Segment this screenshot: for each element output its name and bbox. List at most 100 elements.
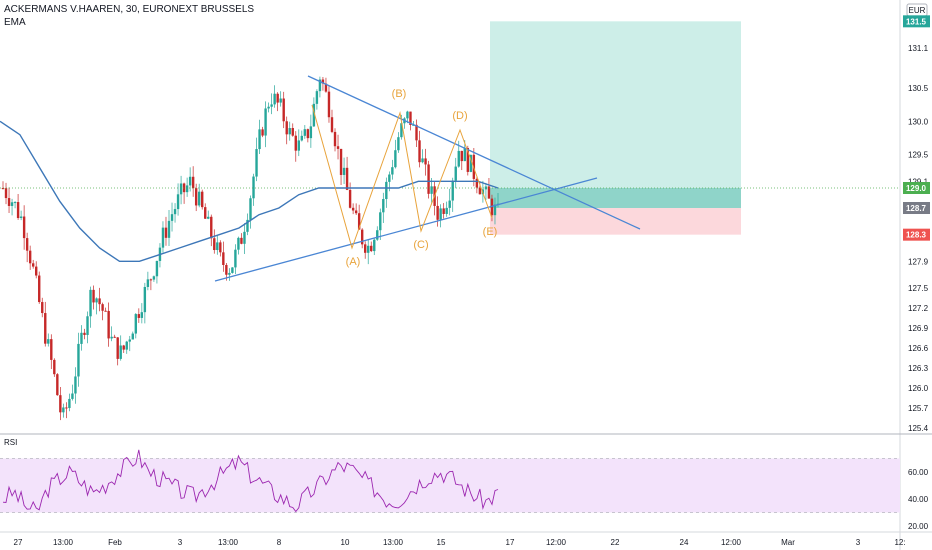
candle-body — [86, 316, 89, 335]
wave-path — [311, 104, 493, 250]
candle-body — [406, 111, 409, 119]
candle — [155, 260, 159, 284]
candle-body — [89, 289, 92, 317]
candle — [110, 326, 113, 342]
candle — [367, 239, 370, 265]
candle-body — [176, 194, 180, 210]
candle — [201, 189, 204, 210]
candle — [487, 178, 491, 199]
candle — [255, 137, 258, 182]
price-tick-label: 127.2 — [908, 304, 929, 313]
candle — [445, 201, 448, 217]
candle — [421, 149, 424, 164]
candle — [25, 232, 29, 263]
candle-body — [249, 198, 252, 220]
candle — [333, 128, 337, 152]
candle — [143, 282, 147, 324]
time-tick-label: 15 — [437, 538, 446, 547]
candle-body — [155, 260, 159, 277]
price-tick-label: 130.0 — [908, 117, 929, 126]
candle — [330, 109, 334, 134]
candle-body — [7, 198, 11, 206]
candle-body — [418, 140, 421, 163]
candle-body — [321, 79, 325, 84]
candle-body — [388, 174, 391, 182]
candle — [385, 177, 388, 208]
candle-body — [315, 91, 319, 104]
price-tick-label: 127.9 — [908, 257, 929, 266]
candle-body — [279, 98, 282, 103]
candle — [258, 119, 261, 154]
candle-body — [297, 140, 300, 151]
candle-body — [427, 164, 430, 194]
candle — [146, 271, 150, 291]
candle — [282, 91, 285, 129]
candle — [376, 226, 379, 241]
candle-body — [291, 128, 294, 136]
candle-body — [44, 313, 47, 344]
candle-body — [164, 227, 168, 238]
candle-body — [357, 213, 361, 230]
candle-body — [137, 314, 141, 318]
candle — [74, 367, 77, 404]
candle-body — [445, 207, 448, 214]
candle — [318, 76, 322, 98]
price-badge-label: 128.7 — [906, 204, 927, 213]
candle — [119, 335, 122, 361]
rsi-line — [2, 449, 499, 513]
candle — [354, 203, 358, 215]
candle — [101, 302, 104, 321]
candle — [379, 208, 382, 241]
candle — [324, 77, 328, 93]
candle — [261, 126, 264, 138]
candle — [16, 193, 20, 220]
candle — [270, 93, 273, 115]
candle — [44, 301, 47, 347]
candle — [294, 131, 297, 162]
candle-body — [324, 83, 328, 92]
candle-body — [62, 407, 65, 413]
candlesticks — [1, 76, 500, 421]
candle — [454, 157, 457, 189]
candle — [439, 204, 442, 228]
candle — [41, 297, 44, 318]
candle-body — [107, 310, 110, 339]
candle-body — [122, 345, 125, 350]
time-tick-label: 3 — [856, 538, 861, 547]
candle-body — [342, 167, 346, 175]
candle-body — [207, 216, 210, 219]
candle-body — [415, 124, 418, 141]
price-tick-label: 131.1 — [908, 44, 929, 53]
candle — [38, 271, 41, 304]
candle — [128, 335, 131, 352]
candle — [291, 123, 294, 137]
candle — [342, 157, 346, 184]
candle — [47, 333, 50, 347]
candle-body — [1, 188, 5, 189]
candle-body — [161, 227, 165, 248]
candle-body — [146, 279, 150, 287]
candle — [137, 308, 141, 323]
candle — [62, 403, 65, 418]
candle — [125, 340, 128, 354]
candle-body — [255, 149, 258, 177]
candle-body — [53, 359, 56, 375]
candle-body — [412, 124, 415, 126]
candle — [116, 337, 119, 366]
candle — [161, 221, 165, 253]
candle — [424, 148, 427, 176]
candle — [406, 110, 409, 124]
candle-body — [267, 106, 270, 109]
time-tick-label: 13:00 — [53, 538, 74, 547]
candle-body — [65, 407, 68, 409]
candle-body — [385, 181, 388, 200]
candle — [31, 259, 35, 269]
candle — [267, 102, 270, 113]
candle-body — [382, 199, 385, 213]
candle — [300, 130, 304, 142]
candle — [234, 244, 237, 275]
candle — [315, 89, 319, 110]
time-tick-label: 13:00 — [218, 538, 239, 547]
candle-body — [327, 91, 331, 118]
